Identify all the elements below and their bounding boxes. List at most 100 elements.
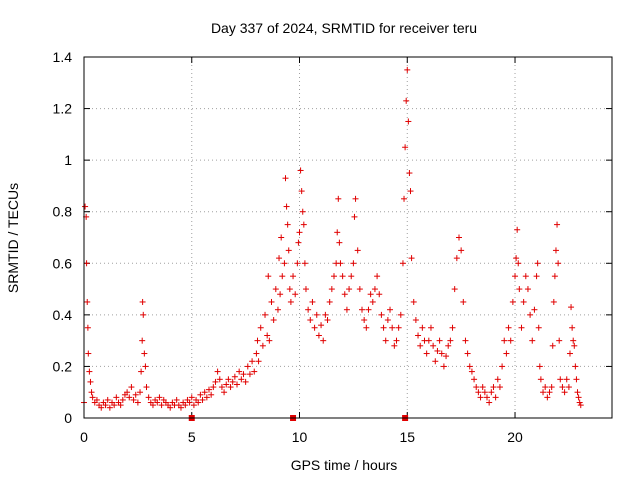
data-point — [535, 324, 542, 331]
x-tick-label: 15 — [399, 429, 415, 445]
data-point — [542, 384, 549, 391]
data-point — [350, 260, 357, 267]
data-point — [98, 404, 105, 411]
data-point — [527, 311, 534, 318]
data-point — [494, 376, 501, 383]
data-point — [554, 221, 561, 228]
data-point — [395, 324, 402, 331]
data-point — [294, 260, 301, 267]
data-point — [270, 317, 277, 324]
data-point — [573, 376, 580, 383]
data-point — [501, 337, 508, 344]
data-point — [173, 396, 180, 403]
data-point — [496, 384, 503, 391]
data-point — [503, 350, 510, 357]
data-point — [302, 286, 309, 293]
data-point — [479, 384, 486, 391]
data-point — [286, 286, 293, 293]
y-tick-label: 0.4 — [53, 307, 73, 323]
data-point — [199, 396, 206, 403]
data-point — [210, 384, 217, 391]
data-point — [139, 298, 146, 305]
data-point — [128, 384, 135, 391]
data-point — [481, 389, 488, 396]
data-point — [113, 394, 120, 401]
data-point — [522, 273, 529, 280]
data-point — [279, 273, 286, 280]
data-point — [311, 324, 318, 331]
data-point — [138, 368, 145, 375]
data-point — [278, 234, 285, 241]
data-point — [516, 286, 523, 293]
data-point — [361, 317, 368, 324]
data-point — [412, 317, 419, 324]
data-point — [455, 234, 462, 241]
data-point — [556, 337, 563, 344]
data-point — [238, 376, 245, 383]
data-point — [223, 381, 230, 388]
data-point — [460, 298, 467, 305]
data-point — [149, 402, 156, 409]
data-point — [214, 368, 221, 375]
data-point — [240, 371, 247, 378]
data-point — [124, 389, 131, 396]
data-point — [440, 363, 447, 370]
y-tick-label: 1 — [64, 152, 72, 168]
chart-title: Day 337 of 2024, SRMTID for receiver ter… — [211, 20, 477, 36]
data-points — [81, 66, 584, 411]
data-point — [401, 195, 408, 202]
data-point — [458, 247, 465, 254]
data-point — [369, 298, 376, 305]
data-point — [408, 255, 415, 262]
data-point — [102, 402, 109, 409]
data-point — [352, 195, 359, 202]
data-point — [143, 384, 150, 391]
data-point — [576, 399, 583, 406]
data-point — [445, 342, 452, 349]
data-point — [555, 260, 562, 267]
data-point — [387, 306, 394, 313]
data-point — [339, 273, 346, 280]
data-point — [84, 298, 91, 305]
data-point — [276, 255, 283, 262]
data-point — [557, 376, 564, 383]
data-point — [195, 399, 202, 406]
data-point — [462, 337, 469, 344]
data-point — [348, 273, 355, 280]
data-point — [518, 324, 525, 331]
data-point — [300, 221, 307, 228]
data-point — [249, 358, 256, 365]
data-point — [403, 97, 410, 104]
data-point — [533, 273, 540, 280]
data-point — [287, 298, 294, 305]
data-point — [296, 229, 303, 236]
data-point — [255, 358, 262, 365]
data-point — [139, 337, 146, 344]
data-point — [82, 203, 89, 210]
data-point — [254, 337, 261, 344]
data-point — [318, 322, 325, 329]
data-point — [571, 342, 578, 349]
data-point — [218, 384, 225, 391]
data-point — [330, 273, 337, 280]
data-point — [410, 298, 417, 305]
data-point — [85, 350, 92, 357]
data-point — [520, 298, 527, 305]
data-point — [540, 389, 547, 396]
data-point — [177, 404, 184, 411]
data-point — [337, 260, 344, 267]
data-point — [363, 324, 370, 331]
data-point — [537, 376, 544, 383]
data-point — [244, 363, 251, 370]
data-point — [268, 298, 275, 305]
data-point — [507, 337, 514, 344]
data-point — [221, 389, 228, 396]
data-point — [236, 368, 243, 375]
data-point — [292, 291, 299, 298]
data-point — [402, 144, 409, 151]
data-point — [111, 402, 118, 409]
data-point — [190, 402, 197, 409]
data-point — [305, 306, 312, 313]
x-axis-title: GPS time / hours — [291, 457, 398, 473]
data-point — [513, 255, 520, 262]
